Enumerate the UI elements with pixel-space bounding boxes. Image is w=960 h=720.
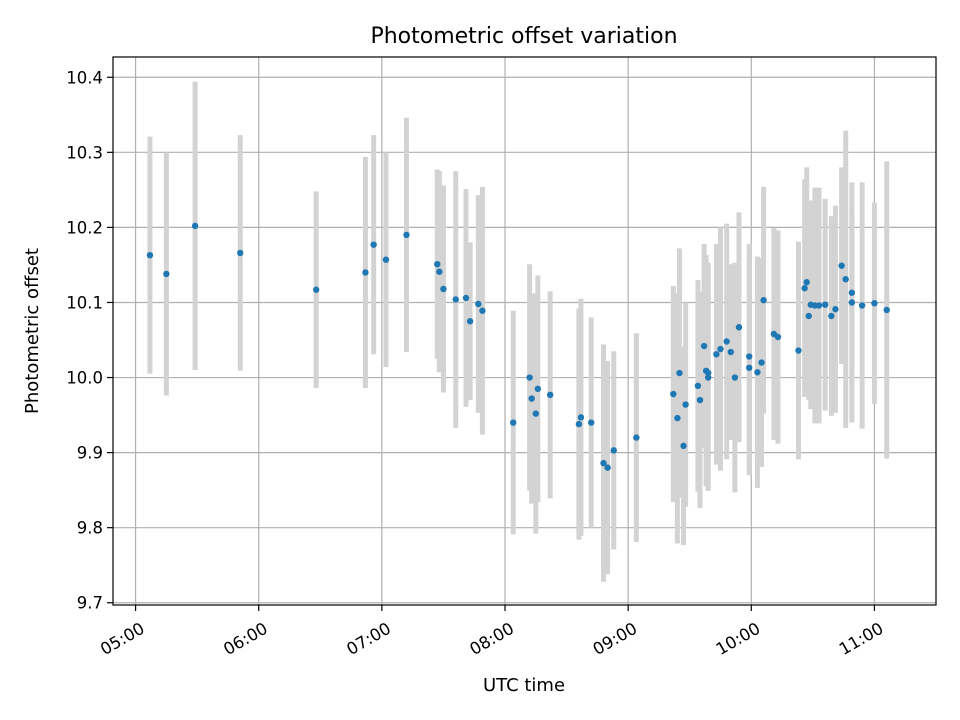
data-point xyxy=(774,333,782,341)
plot-frame xyxy=(112,56,937,606)
data-point xyxy=(828,312,835,320)
data-point xyxy=(600,459,607,467)
data-point xyxy=(735,324,743,331)
data-point xyxy=(382,256,390,263)
data-point xyxy=(760,297,767,304)
x-tick-label: 07:00 xyxy=(343,619,394,659)
y-tick-label: 10.4 xyxy=(66,68,103,87)
data-point xyxy=(674,414,681,422)
y-tick-label: 10.3 xyxy=(66,143,103,162)
data-point xyxy=(462,294,470,302)
data-point xyxy=(803,279,810,286)
data-point xyxy=(805,312,812,320)
data-point xyxy=(526,374,533,381)
data-point xyxy=(676,369,683,377)
data-point xyxy=(466,318,474,325)
data-point xyxy=(532,410,539,417)
data-point xyxy=(871,300,878,307)
data-point xyxy=(883,306,890,314)
data-point xyxy=(588,419,595,426)
data-point xyxy=(754,369,761,376)
data-point xyxy=(694,382,702,389)
data-point xyxy=(680,442,687,450)
data-point xyxy=(746,364,753,371)
x-tick-label: 11:00 xyxy=(836,619,887,659)
data-point xyxy=(440,285,447,293)
data-point xyxy=(362,269,369,276)
data-point xyxy=(848,289,856,296)
data-point xyxy=(434,260,441,268)
data-point xyxy=(731,374,739,381)
data-point xyxy=(575,420,583,428)
y-axis-label: Photometric offset xyxy=(22,248,43,414)
data-point xyxy=(801,285,808,292)
y-tick-label: 9.7 xyxy=(77,594,103,613)
data-point xyxy=(577,414,585,421)
data-point xyxy=(670,390,677,398)
data-point xyxy=(534,385,542,393)
y-tick-label: 9.8 xyxy=(77,519,103,538)
data-point xyxy=(604,464,611,471)
data-point xyxy=(510,419,517,426)
data-point xyxy=(717,345,724,353)
data-point xyxy=(713,351,720,358)
x-tick-label: 08:00 xyxy=(466,619,517,659)
data-point xyxy=(795,347,802,354)
data-point xyxy=(821,301,829,308)
data-point xyxy=(610,447,617,454)
data-point xyxy=(436,268,443,275)
data-point xyxy=(546,391,554,399)
data-points xyxy=(146,222,890,471)
data-point xyxy=(479,307,486,314)
data-point xyxy=(146,251,154,259)
data-point xyxy=(746,353,753,360)
data-point xyxy=(528,395,535,402)
data-point xyxy=(815,302,823,309)
data-point xyxy=(704,369,712,377)
x-axis-label: UTC time xyxy=(483,675,565,696)
chart-title: Photometric offset variation xyxy=(370,24,677,49)
data-point xyxy=(633,434,640,441)
x-axis: 05:00 06:00 07:00 08:00 09:00 10:00 11:00 xyxy=(97,605,887,659)
data-point xyxy=(682,401,689,408)
data-point xyxy=(727,348,734,356)
x-tick-label: 05:00 xyxy=(97,619,148,659)
data-point xyxy=(475,300,482,308)
data-point xyxy=(312,286,320,293)
x-tick-label: 10:00 xyxy=(713,619,764,659)
y-tick-label: 9.9 xyxy=(77,444,103,463)
x-tick-label: 09:00 xyxy=(590,619,641,659)
data-point xyxy=(832,306,839,313)
y-tick-label: 10.0 xyxy=(66,369,103,388)
data-point xyxy=(163,270,170,278)
data-point xyxy=(191,222,199,230)
data-point xyxy=(723,338,730,345)
data-point xyxy=(403,231,410,239)
data-point xyxy=(700,342,708,350)
data-point xyxy=(370,241,377,248)
data-point xyxy=(452,296,459,303)
data-point xyxy=(237,249,244,257)
data-point xyxy=(704,374,712,381)
data-point xyxy=(848,299,856,306)
data-point xyxy=(858,302,866,309)
y-axis: 9.7 9.8 9.9 10.0 10.1 10.2 10.3 10.4 xyxy=(66,68,113,613)
data-point xyxy=(696,396,704,404)
y-tick-label: 10.2 xyxy=(66,218,103,237)
x-tick-label: 06:00 xyxy=(220,619,271,659)
data-point xyxy=(758,359,765,366)
data-point xyxy=(838,262,845,269)
error-bars xyxy=(147,81,890,582)
y-tick-label: 10.1 xyxy=(66,293,103,312)
data-point xyxy=(842,276,849,283)
